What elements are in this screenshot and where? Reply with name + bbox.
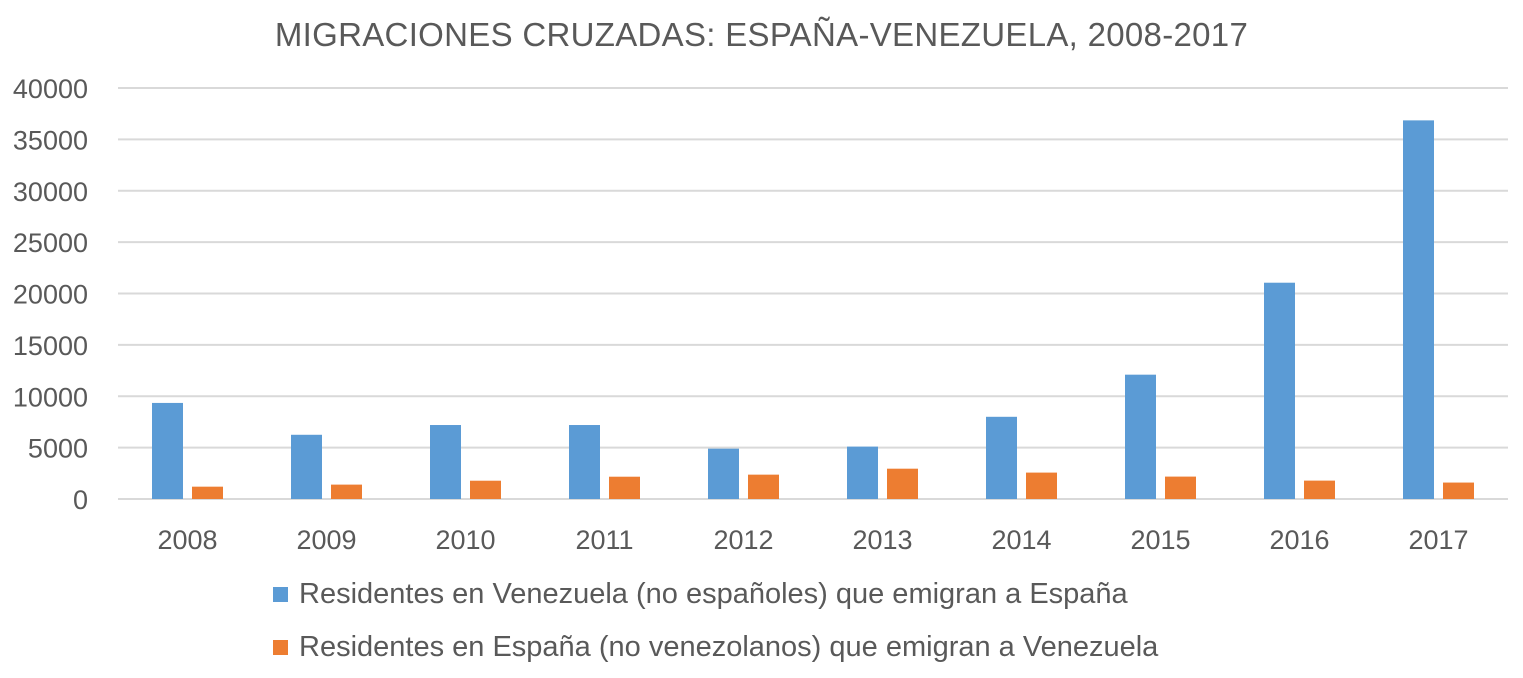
y-tick-label: 15000 <box>13 331 88 361</box>
bar-venezuela-to-spain-2014 <box>986 416 1017 499</box>
bar-spain-to-venezuela-2016 <box>1304 480 1335 499</box>
bar-spain-to-venezuela-2010 <box>470 480 501 499</box>
y-tick-label: 20000 <box>13 280 88 310</box>
legend-swatch-orange <box>273 640 288 655</box>
bar-venezuela-to-spain-2010 <box>430 425 461 499</box>
bar-venezuela-to-spain-2016 <box>1264 282 1295 499</box>
bar-venezuela-to-spain-2011 <box>569 425 600 499</box>
bar-spain-to-venezuela-2008 <box>192 486 223 499</box>
x-tick-label: 2016 <box>1269 525 1329 555</box>
y-tick-label: 35000 <box>13 125 88 155</box>
legend-swatch-blue <box>273 587 288 602</box>
bar-spain-to-venezuela-2017 <box>1443 482 1474 499</box>
y-tick-label: 40000 <box>13 74 88 104</box>
bar-venezuela-to-spain-2017 <box>1403 120 1434 500</box>
x-tick-label: 2015 <box>1130 525 1190 555</box>
bar-venezuela-to-spain-2009 <box>291 434 322 499</box>
bar-spain-to-venezuela-2011 <box>609 476 640 499</box>
y-tick-label: 10000 <box>13 382 88 412</box>
x-tick-label: 2008 <box>157 525 217 555</box>
bar-spain-to-venezuela-2014 <box>1026 472 1057 499</box>
x-tick-label: 2013 <box>852 525 912 555</box>
y-tick-label: 5000 <box>28 434 88 464</box>
x-tick-label: 2014 <box>991 525 1051 555</box>
x-tick-label: 2017 <box>1408 525 1468 555</box>
legend-item-spain-to-venezuela: Residentes en España (no venezolanos) qu… <box>273 631 1158 664</box>
bar-venezuela-to-spain-2012 <box>708 448 739 499</box>
legend-label: Residentes en Venezuela (no españoles) q… <box>299 578 1128 610</box>
legend-item-venezuela-to-spain: Residentes en Venezuela (no españoles) q… <box>273 578 1128 611</box>
x-tick-label: 2011 <box>575 525 633 555</box>
y-tick-label: 0 <box>73 485 88 515</box>
y-tick-label: 25000 <box>13 228 88 258</box>
x-tick-label: 2012 <box>713 525 773 555</box>
legend-label: Residentes en España (no venezolanos) qu… <box>299 631 1159 663</box>
bar-spain-to-venezuela-2015 <box>1165 476 1196 499</box>
x-tick-label: 2010 <box>435 525 495 555</box>
x-tick-label: 2009 <box>296 525 356 555</box>
chart-title: MIGRACIONES CRUZADAS: ESPAÑA-VENEZUELA, … <box>274 16 1249 53</box>
bar-venezuela-to-spain-2013 <box>847 446 878 499</box>
bar-spain-to-venezuela-2012 <box>748 474 779 499</box>
bar-venezuela-to-spain-2015 <box>1125 374 1156 499</box>
bar-venezuela-to-spain-2008 <box>152 402 183 499</box>
bar-spain-to-venezuela-2013 <box>887 468 918 499</box>
y-tick-label: 30000 <box>13 177 88 207</box>
bar-spain-to-venezuela-2009 <box>331 484 362 499</box>
